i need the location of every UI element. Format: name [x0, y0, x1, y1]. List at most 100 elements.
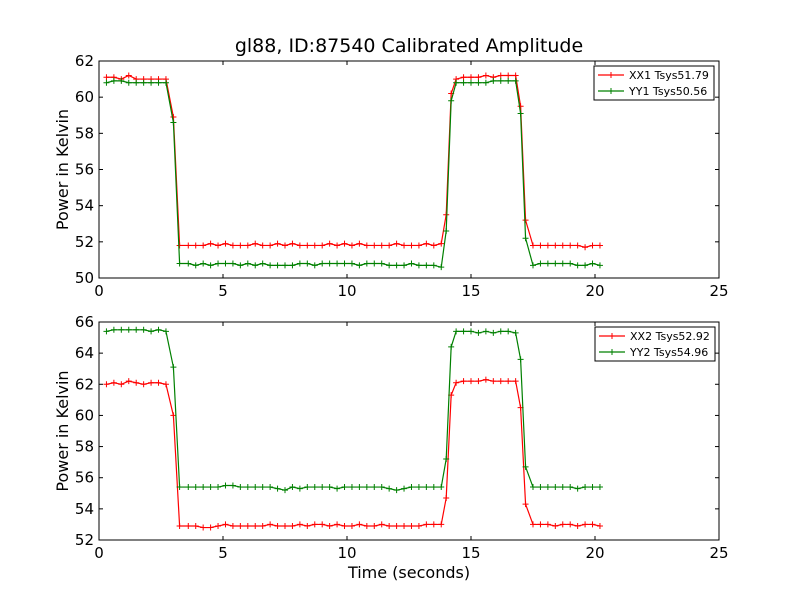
data-point: [371, 484, 378, 491]
data-point: [552, 242, 559, 249]
data-point: [118, 326, 125, 333]
y-tick-label: 62: [75, 52, 94, 70]
data-point: [567, 242, 574, 249]
data-point: [423, 521, 430, 528]
data-point: [282, 262, 288, 269]
data-point: [222, 260, 229, 267]
data-point: [544, 484, 551, 491]
data-point: [148, 328, 155, 335]
data-point: [185, 522, 192, 529]
data-point: [438, 240, 445, 247]
data-point: [401, 242, 408, 249]
data-point: [133, 379, 140, 386]
data-point: [460, 79, 467, 86]
x-tick-label: 15: [461, 282, 480, 300]
data-point: [222, 240, 229, 247]
data-point: [530, 262, 536, 269]
data-point: [207, 262, 214, 269]
data-point: [103, 328, 110, 335]
data-point: [448, 343, 455, 350]
data-point: [341, 240, 348, 247]
data-point: [244, 484, 251, 491]
data-point: [341, 484, 348, 491]
data-point: [356, 521, 363, 528]
data-point: [423, 484, 430, 491]
data-point: [103, 74, 110, 81]
data-point: [537, 260, 544, 267]
data-point: [530, 521, 536, 528]
data-point: [334, 521, 341, 528]
data-point: [319, 521, 326, 528]
data-point: [386, 242, 393, 249]
data-point: [386, 485, 393, 492]
y-tick-label: 60: [75, 406, 94, 424]
data-point: [103, 381, 110, 388]
data-point: [482, 376, 489, 383]
data-point: [215, 242, 222, 249]
data-point: [244, 242, 251, 249]
data-point: [176, 242, 183, 249]
data-point: [200, 524, 207, 531]
data-point: [348, 242, 355, 249]
data-point: [363, 242, 370, 249]
data-point: [267, 262, 274, 269]
data-point: [140, 381, 147, 388]
data-point: [408, 260, 415, 267]
y-tick-label: 56: [75, 469, 94, 487]
data-point: [348, 522, 355, 529]
data-point: [155, 79, 162, 86]
data-point: [559, 521, 566, 528]
data-point: [110, 326, 117, 333]
data-point: [401, 262, 408, 269]
data-point: [118, 381, 125, 388]
data-point: [103, 79, 110, 86]
data-point: [552, 522, 559, 529]
data-point: [544, 242, 551, 249]
data-point: [505, 77, 512, 84]
data-point: [415, 484, 422, 491]
data-point: [274, 240, 281, 247]
y-tick-label: 54: [75, 500, 94, 518]
data-point: [490, 378, 497, 385]
data-point: [423, 262, 430, 269]
data-point: [341, 522, 348, 529]
data-point: [453, 328, 460, 335]
data-point: [304, 242, 311, 249]
y-axis-label: Power in Kelvin: [53, 370, 72, 491]
data-point: [460, 74, 467, 81]
data-point: [386, 262, 393, 269]
y-tick-label: 60: [75, 88, 94, 106]
data-point: [589, 242, 596, 249]
data-point: [274, 522, 281, 529]
data-point: [319, 242, 326, 249]
data-point: [475, 79, 482, 86]
data-point: [289, 484, 296, 491]
x-tick-label: 0: [94, 544, 104, 562]
data-point: [222, 521, 229, 528]
data-point: [229, 242, 236, 249]
data-point: [453, 379, 460, 386]
bottom-plot: 0 5 10 15 20 25 52 54 56 58 60 62 64 66 Power in Kelvi…: [53, 313, 729, 562]
data-point: [537, 242, 544, 249]
legend-marker: [609, 333, 615, 339]
data-point: [296, 260, 303, 267]
data-point: [326, 484, 333, 491]
data-point: [155, 379, 162, 386]
data-point: [185, 484, 192, 491]
data-point: [207, 240, 214, 247]
data-point: [356, 262, 363, 269]
data-point: [596, 484, 603, 491]
data-point: [334, 260, 341, 267]
data-point: [274, 485, 281, 492]
y-tick-label: 54: [75, 197, 94, 215]
x-tick-label: 15: [461, 544, 480, 562]
data-point: [162, 79, 169, 86]
data-point: [252, 240, 259, 247]
data-point: [237, 484, 244, 491]
data-point: [596, 262, 603, 269]
data-point: [475, 378, 482, 385]
data-point: [282, 242, 288, 249]
data-point: [274, 262, 281, 269]
y-tick-label: 64: [75, 344, 94, 362]
data-point: [162, 328, 169, 335]
